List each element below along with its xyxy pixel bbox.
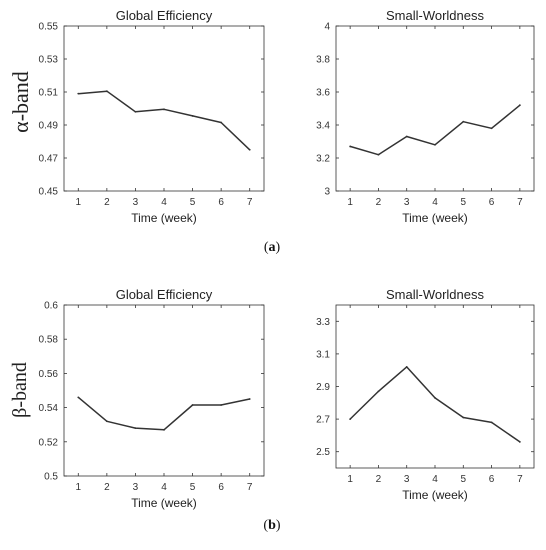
y-tick-label: 3.3 (316, 317, 330, 328)
x-tick-label: 6 (218, 197, 224, 208)
x-tick-label: 7 (517, 474, 523, 485)
data-point (248, 398, 251, 400)
chart-title: Global Efficiency (116, 8, 213, 23)
x-axis-label: Time (week) (402, 488, 468, 502)
y-tick-label: 2.5 (316, 447, 330, 458)
data-point (191, 115, 194, 117)
y-tick-label: 0.55 (39, 22, 59, 33)
data-point (105, 90, 108, 93)
x-tick-label: 4 (432, 197, 438, 208)
x-axis-label: Time (week) (131, 496, 197, 510)
y-tick-label: 0.53 (39, 55, 59, 66)
data-point (163, 428, 165, 431)
chart-alpha-global-efficiency: Global Efficiency 1 2 3 4 5 6 7 0.45 0.47 0.49 0.51… (39, 8, 265, 225)
data-point (77, 396, 80, 399)
data-point (134, 427, 137, 430)
x-tick-label: 7 (517, 197, 523, 208)
y-tick-label: 0.49 (39, 121, 59, 132)
caption-b: (b) (263, 518, 280, 533)
data-point (377, 153, 380, 156)
x-axis-label: Time (week) (131, 211, 197, 225)
x-tick-label: 1 (76, 482, 82, 493)
y-tick-label: 4 (324, 22, 330, 33)
x-tick-label: 2 (104, 197, 110, 208)
x-tick-label: 4 (161, 197, 167, 208)
data-point (191, 404, 194, 406)
x-axis-label: Time (week) (402, 211, 468, 225)
y-tick-label: 3.4 (316, 121, 330, 132)
chart-beta-small-worldness: Small-Worldness 1 2 3 4 5 6 7 2.5 2.7 2.9 3.1 3.3 Tim… (316, 287, 535, 502)
x-tick-label: 1 (76, 197, 82, 208)
x-tick-label: 7 (247, 482, 253, 493)
data-point (77, 92, 80, 95)
x-tick-label: 3 (133, 482, 139, 493)
data-point (434, 143, 436, 146)
chart-alpha-small-worldness: Small-Worldness 1 2 3 4 5 6 7 3 3.2 3.4 3.6 3.8 4 Time… (316, 8, 535, 225)
y-tick-label: 3.1 (316, 349, 330, 360)
y-tick-label: 0.47 (39, 154, 59, 165)
data-point (518, 104, 521, 107)
x-tick-label: 3 (133, 197, 139, 208)
y-tick-label: 0.51 (39, 88, 59, 99)
x-tick-label: 6 (489, 474, 495, 485)
y-tick-label: 0.58 (39, 335, 59, 346)
plot-frame (335, 25, 535, 192)
y-tick-label: 0.6 (44, 301, 58, 312)
x-tick-label: 5 (461, 474, 467, 485)
x-tick-label: 1 (347, 474, 353, 485)
x-tick-label: 6 (489, 197, 495, 208)
data-point (248, 148, 251, 151)
y-tick-label: 2.9 (316, 382, 330, 393)
x-tick-label: 4 (161, 482, 167, 493)
data-point (462, 120, 465, 123)
x-tick-label: 2 (104, 482, 110, 493)
data-point (377, 390, 380, 393)
chart-title: Small-Worldness (386, 287, 485, 302)
data-point (220, 404, 223, 406)
chart-title: Small-Worldness (386, 8, 485, 23)
x-tick-label: 4 (432, 474, 438, 485)
data-point (349, 418, 352, 420)
data-point (405, 366, 408, 368)
data-point (134, 110, 137, 113)
x-tick-label: 5 (190, 482, 196, 493)
x-tick-label: 2 (376, 474, 382, 485)
caption-a: (a) (264, 240, 281, 255)
y-tick-label: 3.2 (316, 154, 330, 165)
row-label-alpha: α-band (8, 71, 33, 133)
data-point (518, 441, 521, 443)
data-point (405, 135, 408, 138)
plot-frame (63, 304, 265, 477)
row-label-beta: β-band (9, 362, 31, 418)
x-tick-label: 6 (218, 482, 224, 493)
data-point (434, 397, 436, 399)
y-tick-label: 0.52 (39, 437, 59, 448)
y-tick-label: 2.7 (316, 415, 330, 426)
y-tick-label: 3.8 (316, 55, 330, 66)
y-tick-label: 0.45 (39, 187, 59, 198)
x-tick-label: 5 (461, 197, 467, 208)
x-tick-label: 5 (190, 197, 196, 208)
data-point (490, 127, 493, 130)
x-tick-label: 3 (404, 197, 410, 208)
y-tick-label: 0.54 (39, 403, 59, 414)
chart-beta-global-efficiency: Global Efficiency 1 2 3 4 5 6 7 0.5 0.52 0.54 0.56 0… (39, 287, 265, 510)
y-tick-label: 0.5 (44, 472, 58, 483)
data-point (349, 145, 352, 148)
chart-title: Global Efficiency (116, 287, 213, 302)
plot-frame (335, 304, 535, 469)
x-tick-label: 2 (376, 197, 382, 208)
data-point (163, 108, 165, 111)
y-tick-label: 3 (324, 187, 330, 198)
y-tick-label: 0.56 (39, 369, 59, 380)
data-point (462, 416, 465, 419)
y-tick-label: 3.6 (316, 88, 330, 99)
x-tick-label: 7 (247, 197, 253, 208)
data-point (490, 421, 493, 424)
x-tick-label: 3 (404, 474, 410, 485)
x-tick-label: 1 (347, 197, 353, 208)
data-point (220, 121, 223, 124)
data-point (105, 420, 108, 423)
